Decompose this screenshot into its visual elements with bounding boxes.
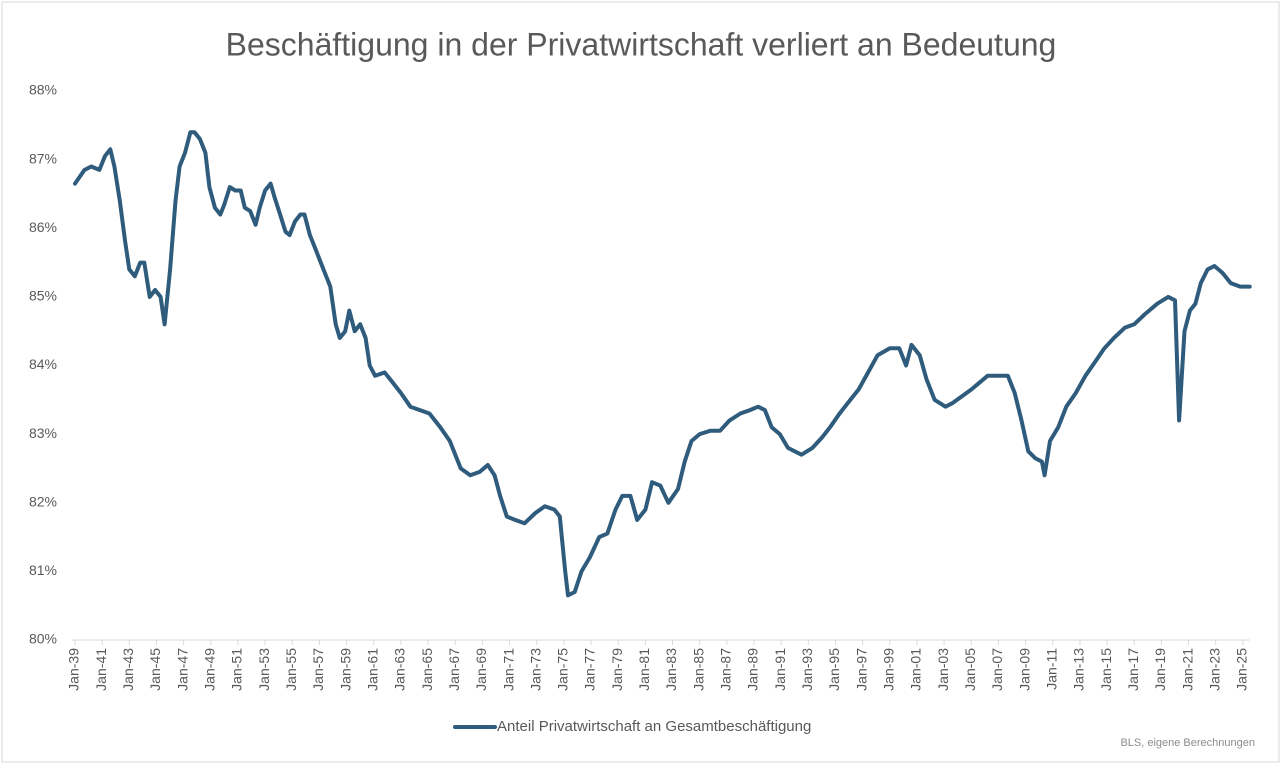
x-tick-label: Jan-45 xyxy=(147,648,163,691)
y-tick-label: 84% xyxy=(29,356,57,372)
x-tick-label: Jan-93 xyxy=(799,648,815,691)
x-tick-label: Jan-81 xyxy=(636,648,652,691)
x-tick-label: Jan-25 xyxy=(1234,648,1250,691)
data-line xyxy=(73,130,1252,598)
x-tick-label: Jan-95 xyxy=(826,648,842,691)
y-tick-label: 80% xyxy=(29,631,57,647)
y-tick-label: 81% xyxy=(29,562,57,578)
x-tick-label: Jan-85 xyxy=(690,648,706,691)
x-tick-label: Jan-77 xyxy=(582,648,598,691)
x-tick-label: Jan-47 xyxy=(174,648,190,691)
x-tick-label: Jan-71 xyxy=(500,648,516,691)
x-tick-label: Jan-01 xyxy=(908,648,924,691)
y-tick-label: 88% xyxy=(29,82,57,98)
x-tick-label: Jan-03 xyxy=(935,648,951,691)
x-tick-label: Jan-99 xyxy=(881,648,897,691)
x-tick-label: Jan-07 xyxy=(989,648,1005,691)
x-tick-label: Jan-09 xyxy=(1016,648,1032,691)
x-tick-label: Jan-61 xyxy=(364,648,380,691)
x-tick-label: Jan-23 xyxy=(1206,648,1222,691)
legend-label: Anteil Privatwirtschaft an Gesamtbeschäf… xyxy=(497,718,811,735)
source-note: BLS, eigene Berechnungen xyxy=(1120,737,1255,749)
x-tick-label: Jan-05 xyxy=(962,648,978,691)
x-tick-label: Jan-69 xyxy=(473,648,489,691)
y-tick-label: 82% xyxy=(29,493,57,509)
x-tick-label: Jan-73 xyxy=(527,648,543,691)
x-tick-label: Jan-67 xyxy=(446,648,462,691)
x-tick-label: Jan-13 xyxy=(1071,648,1087,691)
y-tick-label: 85% xyxy=(29,288,57,304)
x-tick-label: Jan-19 xyxy=(1152,648,1168,691)
x-tick-label: Jan-79 xyxy=(609,648,625,691)
x-tick-label: Jan-39 xyxy=(66,648,82,691)
x-tick-label: Jan-43 xyxy=(120,648,136,691)
x-tick-label: Jan-21 xyxy=(1179,648,1195,691)
x-tick-label: Jan-57 xyxy=(310,648,326,691)
x-tick-label: Jan-89 xyxy=(745,648,761,691)
y-tick-label: 87% xyxy=(29,150,57,166)
x-tick-label: Jan-55 xyxy=(283,648,299,691)
x-tick-label: Jan-53 xyxy=(256,648,272,691)
x-tick-label: Jan-41 xyxy=(93,648,109,691)
x-tick-label: Jan-91 xyxy=(772,648,788,691)
x-tick-label: Jan-59 xyxy=(337,648,353,691)
y-tick-label: 86% xyxy=(29,219,57,235)
x-tick-label: Jan-51 xyxy=(229,648,245,691)
x-tick-label: Jan-75 xyxy=(555,648,571,691)
x-tick-label: Jan-97 xyxy=(853,648,869,691)
x-tick-label: Jan-65 xyxy=(419,648,435,691)
x-tick-label: Jan-63 xyxy=(392,648,408,691)
x-tick-label: Jan-11 xyxy=(1043,648,1059,690)
x-tick-label: Jan-15 xyxy=(1098,648,1114,691)
chart-title: Beschäftigung in der Privatwirtschaft ve… xyxy=(226,26,1057,62)
x-tick-label: Jan-83 xyxy=(663,648,679,691)
x-tick-label: Jan-49 xyxy=(202,648,218,691)
x-tick-label: Jan-17 xyxy=(1125,648,1141,691)
y-tick-label: 83% xyxy=(29,425,57,441)
x-tick-label: Jan-87 xyxy=(718,648,734,691)
